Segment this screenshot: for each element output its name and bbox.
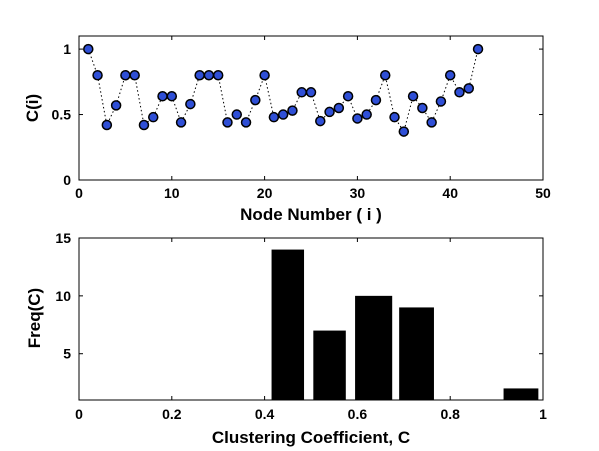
scatter-x-ticks: 0 10 20 30 40 50 xyxy=(75,36,551,201)
scatter-point xyxy=(157,90,168,102)
scatter-point xyxy=(454,87,465,98)
scatter-point xyxy=(110,100,122,111)
scatter-point xyxy=(417,102,428,114)
scatter-x-axis-title-text: Node Number ( i ) xyxy=(240,205,382,224)
scatter-point xyxy=(333,102,345,114)
scatter-point xyxy=(147,111,159,123)
scatter-point xyxy=(379,70,391,81)
scatter-point xyxy=(120,70,131,81)
scatter-point xyxy=(240,117,252,128)
scatter-y-axis-title: C(i) xyxy=(23,94,42,122)
scatter-point xyxy=(389,111,400,123)
scatter-x-tick-label: 40 xyxy=(442,185,458,201)
scatter-y-ticks: 00.51 xyxy=(52,41,543,188)
scatter-point xyxy=(370,94,382,106)
scatter-point xyxy=(305,87,317,98)
scatter-point xyxy=(287,105,298,116)
scatter-point xyxy=(277,109,289,120)
scatter-point xyxy=(444,70,456,81)
scatter-point xyxy=(166,90,178,102)
scatter-point xyxy=(426,117,437,128)
scatter-point xyxy=(212,70,224,81)
scatter-point xyxy=(203,70,215,81)
scatter-y-tick-label: 0.5 xyxy=(52,107,72,123)
bar-x-axis-title: Clustering Coefficient, C xyxy=(212,428,410,447)
histogram-bar xyxy=(355,295,393,400)
histogram-bar xyxy=(399,307,434,400)
bar-x-tick-label: 1 xyxy=(539,406,547,422)
scatter-point xyxy=(407,90,419,102)
scatter-y-axis-title-text: C(i) xyxy=(23,94,42,122)
bar-y-ticks: 5 10 15 xyxy=(55,230,543,362)
bar-y-axis-title-text: Freq(C) xyxy=(25,288,44,348)
scatter-point xyxy=(324,106,335,118)
scatter-plot-frame xyxy=(78,35,544,181)
scatter-x-axis-title: Node Number ( i ) xyxy=(240,205,382,224)
scatter-chart: 0 10 20 30 40 50 00.51 Node Number ( i ) C(i) xyxy=(23,35,551,224)
scatter-point xyxy=(175,117,187,128)
scatter-point xyxy=(101,119,113,131)
bar-bars xyxy=(271,249,539,400)
scatter-point xyxy=(231,109,243,120)
scatter-point xyxy=(194,70,205,81)
scatter-point xyxy=(435,96,447,107)
bar-y-tick-label: 15 xyxy=(55,230,71,246)
scatter-point xyxy=(296,87,307,98)
bar-plot-frame xyxy=(78,237,544,401)
scatter-point xyxy=(352,113,363,124)
scatter-x-tick-label: 50 xyxy=(535,185,551,201)
scatter-x-tick-label: 30 xyxy=(350,185,366,201)
scatter-point xyxy=(129,70,140,81)
scatter-point xyxy=(361,109,372,120)
bar-x-tick-label: 0 xyxy=(75,406,83,422)
scatter-point xyxy=(250,94,261,106)
scatter-x-tick-label: 20 xyxy=(257,185,273,201)
bar-x-ticks: 0 0.2 0.4 0.6 0.8 1 xyxy=(75,238,547,422)
histogram-bar xyxy=(271,249,305,400)
scatter-point xyxy=(185,98,196,110)
scatter-y-tick-label: 0 xyxy=(63,172,71,188)
scatter-y-tick-label: 1 xyxy=(63,41,71,57)
bar-x-tick-label: 0.4 xyxy=(255,406,275,422)
scatter-point xyxy=(315,115,326,127)
scatter-point xyxy=(259,70,270,81)
scatter-point xyxy=(472,43,484,55)
scatter-point xyxy=(398,126,410,137)
scatter-point xyxy=(138,119,150,131)
histogram-bar xyxy=(503,388,539,400)
bar-chart: 0 0.2 0.4 0.6 0.8 1 5 10 15 Clustering Coeffici… xyxy=(25,230,547,447)
scatter-point xyxy=(92,70,103,81)
bar-y-axis-title: Freq(C) xyxy=(25,288,44,348)
bar-x-tick-label: 0.6 xyxy=(348,406,368,422)
scatter-x-tick-label: 10 xyxy=(164,185,180,201)
bar-x-tick-label: 0.8 xyxy=(440,406,460,422)
bar-x-tick-label: 0.2 xyxy=(162,406,182,422)
scatter-point xyxy=(83,43,94,55)
scatter-point xyxy=(268,111,280,123)
bar-x-axis-title-text: Clustering Coefficient, C xyxy=(212,428,410,447)
histogram-bar xyxy=(313,330,346,400)
scatter-points xyxy=(83,43,484,137)
scatter-point xyxy=(342,90,354,102)
bar-y-tick-label: 5 xyxy=(63,346,71,362)
bar-y-tick-label: 10 xyxy=(55,288,71,304)
scatter-x-tick-label: 0 xyxy=(75,185,83,201)
scatter-point xyxy=(463,83,475,94)
scatter-point xyxy=(222,117,233,128)
